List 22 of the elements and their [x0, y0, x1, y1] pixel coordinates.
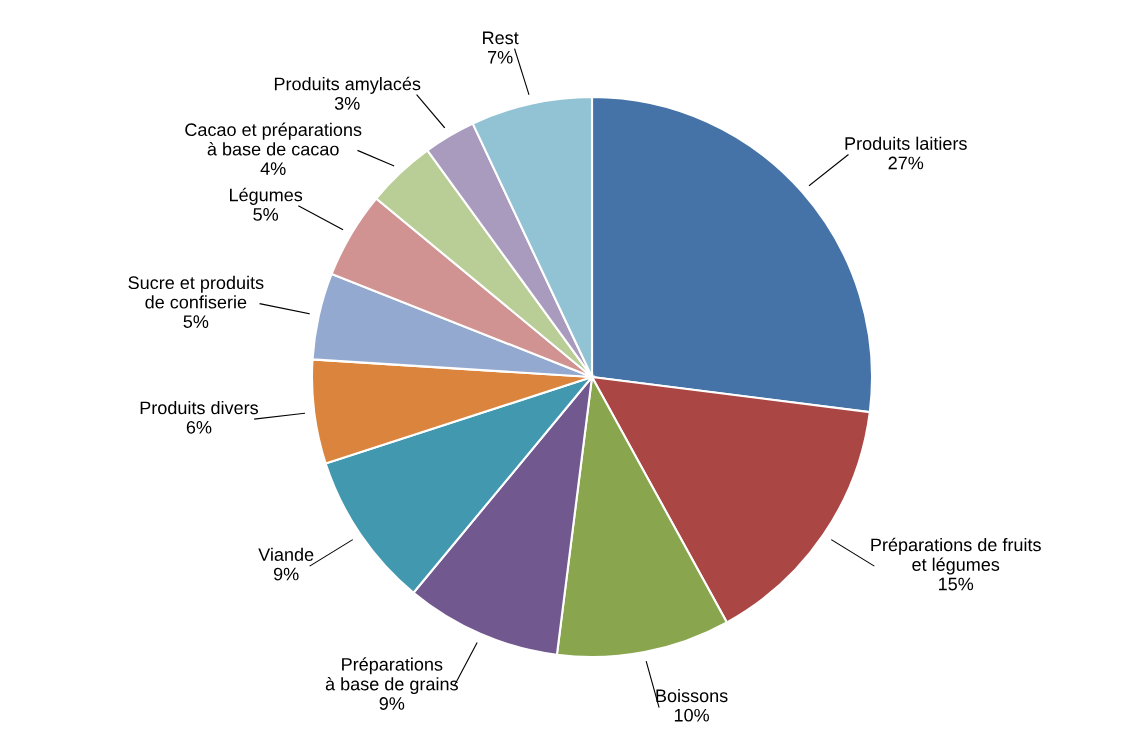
data-label: 5% [253, 208, 279, 221]
data-label: 4% [260, 162, 286, 175]
data-label: 5% [183, 315, 209, 328]
slice-label: Préparations à base de grains [325, 657, 458, 695]
data-label: 6% [186, 420, 212, 434]
data-label: 15% [939, 577, 974, 591]
slice-label: Cacao et préparations à base de cacao [185, 122, 362, 156]
data-label: 7% [488, 50, 513, 64]
data-label: 27% [888, 156, 924, 170]
slice-label: Produits divers [140, 400, 258, 415]
slice-label: Légumes [230, 187, 303, 205]
data-label: 9% [273, 567, 299, 581]
slice-label: Produits laitiers [845, 136, 967, 150]
slice-label: Produits amylacés [274, 76, 421, 94]
slice-label: Viande [258, 547, 314, 561]
slice-label: Boissons [656, 688, 728, 703]
data-label: 3% [334, 96, 360, 110]
data-label: 10% [674, 708, 710, 722]
slice-label: Préparations de fruits et légumes [871, 537, 1041, 575]
slice-label: Sucre et produits de confiserie [128, 275, 264, 309]
slice-label: Rest [483, 31, 519, 45]
data-label: 9% [379, 697, 405, 710]
